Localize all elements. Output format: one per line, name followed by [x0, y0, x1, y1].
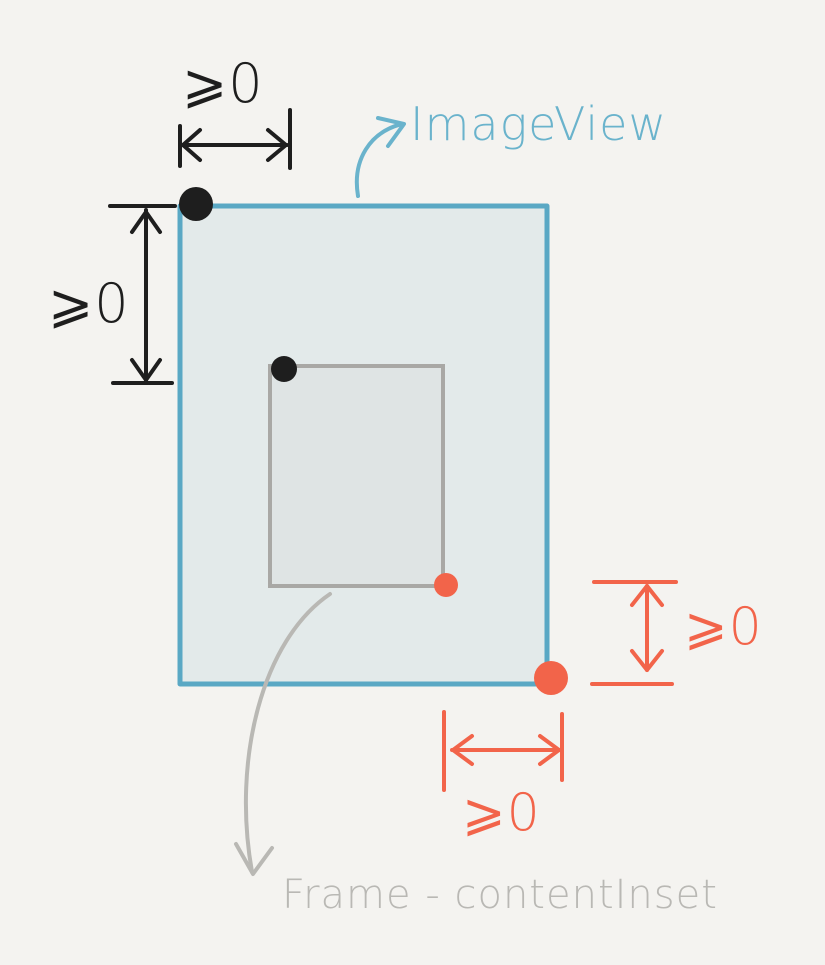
imageview-callout-arrow [354, 116, 406, 198]
top-h-arrowhead-left [181, 128, 202, 162]
content-inset-rect [268, 364, 445, 588]
top-h-arrowhead-right [266, 128, 288, 162]
content-bottom-right-dot [434, 573, 458, 597]
bottom-h-arrowhead-right [538, 734, 561, 766]
gte-bottom-horizontal-label: ⩾0 [462, 783, 541, 843]
bottom-right-constraints [442, 580, 678, 792]
gte-bottom-vertical-label: ⩾0 [684, 597, 763, 657]
content-top-left-dot [271, 356, 297, 382]
gte-top-horizontal-label: ⩾0 [182, 52, 264, 115]
imageview-top-left-dot [179, 187, 213, 221]
imageview-bottom-right-dot [534, 661, 568, 695]
top-v-arrowhead-bottom [130, 358, 162, 382]
top-left-constraints [108, 108, 292, 385]
frame-content-inset-label: Frame - contentInset [282, 872, 718, 918]
bottom-h-arrowhead-left [451, 734, 474, 766]
frame-callout-arrow [234, 592, 332, 876]
gte-top-vertical-label: ⩾0 [48, 272, 130, 335]
bottom-v-arrowhead-top [630, 584, 664, 607]
top-v-arrowhead-top [130, 210, 162, 234]
imageview-label: ImageView [410, 97, 667, 151]
bottom-v-arrowhead-bottom [630, 649, 664, 672]
